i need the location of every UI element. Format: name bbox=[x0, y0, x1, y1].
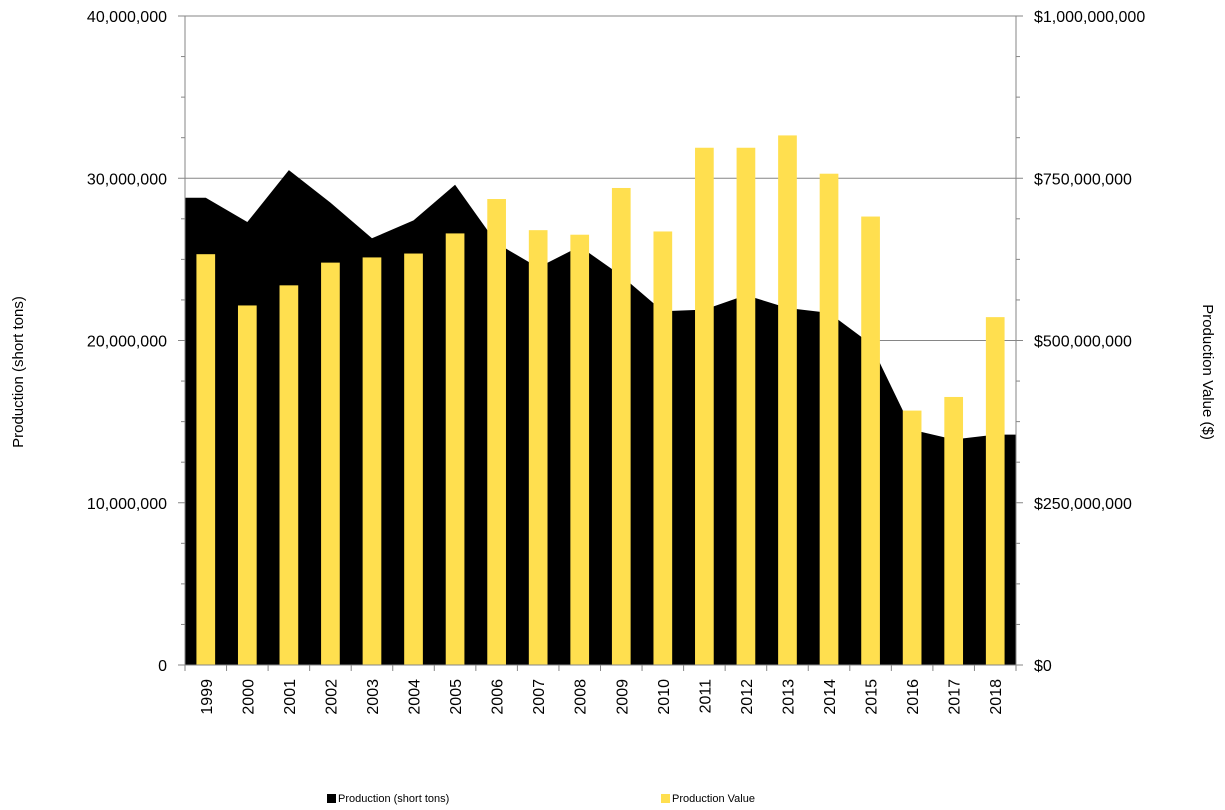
x-tick-label: 2016 bbox=[905, 679, 922, 715]
production-value-bar bbox=[237, 305, 257, 665]
left-tick-label: 0 bbox=[158, 658, 167, 675]
legend-swatch-production bbox=[327, 794, 336, 803]
right-tick-label: $1,000,000,000 bbox=[1034, 9, 1145, 26]
production-value-bar bbox=[362, 257, 382, 665]
x-tick-label: 2008 bbox=[573, 679, 590, 715]
x-tick-label: 2002 bbox=[323, 679, 340, 715]
left-tick-label: 30,000,000 bbox=[87, 171, 167, 188]
production-value-bar bbox=[985, 317, 1005, 665]
legend-swatch-production-value bbox=[661, 794, 670, 803]
x-tick-label: 2006 bbox=[490, 679, 507, 715]
production-value-bar bbox=[819, 173, 839, 665]
x-tick-label: 2004 bbox=[407, 679, 424, 715]
production-value-bar bbox=[736, 147, 756, 665]
production-value-bar bbox=[487, 199, 506, 665]
x-tick-label: 2014 bbox=[822, 679, 839, 715]
production-value-bar bbox=[279, 285, 299, 665]
x-tick-label: 2018 bbox=[988, 679, 1005, 715]
production-value-bar bbox=[653, 231, 673, 665]
left-tick-label: 40,000,000 bbox=[87, 9, 167, 26]
left-tick-label: 10,000,000 bbox=[87, 496, 167, 513]
left-axis-title: Production (short tons) bbox=[10, 296, 27, 448]
production-value-bar bbox=[902, 410, 922, 665]
legend-label-production: Production (short tons) bbox=[338, 793, 449, 805]
x-axis-tick-labels: 1999 2000 2001 2002 2003 2004 2005 2006 2007 2008… bbox=[199, 679, 1005, 715]
production-value-bar bbox=[611, 187, 631, 666]
left-axis-tick-labels: 0 10,000,000 20,000,000 30,000,000 40,000,00… bbox=[87, 9, 167, 675]
x-tick-label: 2010 bbox=[656, 679, 673, 715]
left-tick-label: 20,000,000 bbox=[87, 334, 167, 351]
x-tick-label: 2000 bbox=[240, 679, 257, 715]
x-tick-label: 2013 bbox=[780, 679, 797, 715]
x-tick-label: 2017 bbox=[947, 679, 964, 715]
production-value-bar bbox=[321, 262, 340, 665]
production-value-bar bbox=[404, 253, 423, 665]
right-axis-title: Production Value ($) bbox=[1199, 304, 1216, 440]
production-value-bar bbox=[861, 216, 880, 665]
production-value-bar bbox=[196, 254, 216, 666]
right-tick-label: $0 bbox=[1034, 658, 1052, 675]
x-tick-label: 2005 bbox=[448, 679, 465, 715]
production-value-bar bbox=[778, 135, 797, 665]
production-value-bar bbox=[944, 396, 964, 665]
x-tick-label: 2007 bbox=[531, 679, 548, 715]
right-axis-tick-labels: $0 $250,000,000 $500,000,000 $750,000,000 $1… bbox=[1034, 9, 1145, 675]
production-value-bar bbox=[695, 147, 714, 665]
right-tick-label: $750,000,000 bbox=[1034, 171, 1132, 188]
production-area bbox=[185, 170, 1016, 665]
x-tick-label: 1999 bbox=[199, 679, 216, 715]
x-tick-label: 2015 bbox=[864, 679, 881, 715]
x-tick-label: 2009 bbox=[614, 679, 631, 715]
production-value-bars bbox=[196, 135, 1005, 666]
x-tick-label: 2003 bbox=[365, 679, 382, 715]
production-area-layer bbox=[185, 170, 1016, 665]
x-tick-label: 2011 bbox=[697, 679, 714, 714]
x-tick-label: 2001 bbox=[282, 679, 299, 715]
production-value-bar bbox=[445, 233, 465, 666]
legend: Production (short tons) Production Value bbox=[327, 793, 755, 805]
axes bbox=[178, 15, 1023, 671]
right-tick-label: $250,000,000 bbox=[1034, 496, 1132, 513]
production-value-bar bbox=[570, 234, 590, 665]
right-tick-label: $500,000,000 bbox=[1034, 334, 1132, 351]
production-value-bar bbox=[528, 230, 548, 666]
legend-label-production-value: Production Value bbox=[672, 793, 755, 805]
x-tick-label: 2012 bbox=[739, 679, 756, 715]
